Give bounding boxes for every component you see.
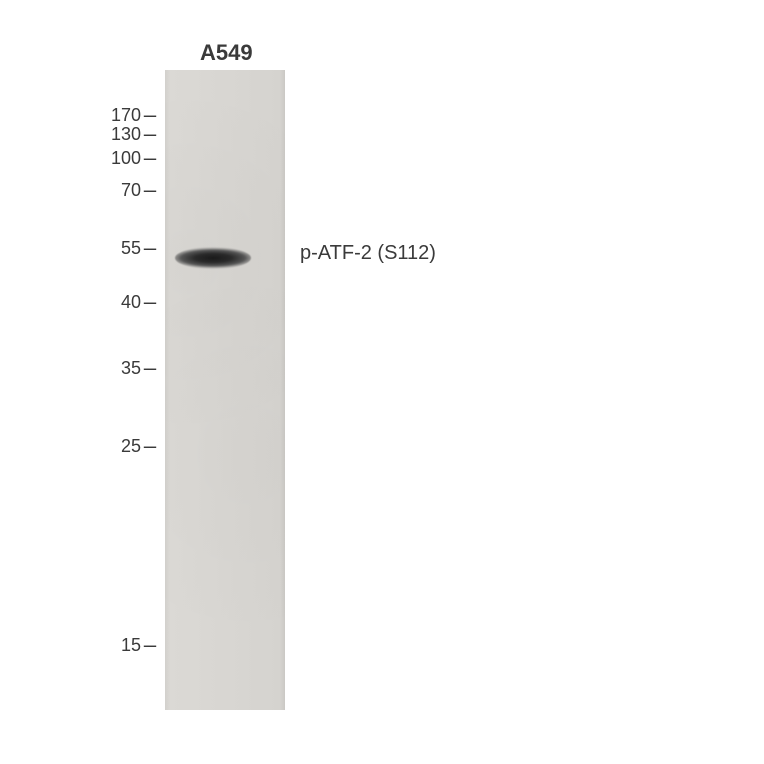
molecular-weight-ladder: 170 --- 130 --- 100 --- 70 --- 55 --- 40… <box>80 70 155 710</box>
marker-170: 170 --- <box>111 105 155 126</box>
marker-40: 40 --- <box>121 292 155 313</box>
marker-tick: --- <box>143 358 155 379</box>
blot-lane <box>165 70 285 710</box>
western-blot: A549 170 --- 130 --- 100 --- 70 --- 55 -… <box>80 40 680 740</box>
band-annotation: p-ATF-2 (S112) <box>300 242 436 265</box>
marker-15: 15 --- <box>121 635 155 656</box>
protein-band <box>175 247 251 269</box>
marker-label: 25 <box>121 436 141 457</box>
marker-tick: --- <box>143 292 155 313</box>
marker-label: 40 <box>121 292 141 313</box>
marker-100: 100 --- <box>111 148 155 169</box>
marker-label: 170 <box>111 105 141 126</box>
marker-label: 70 <box>121 180 141 201</box>
marker-label: 35 <box>121 358 141 379</box>
marker-tick: --- <box>143 635 155 656</box>
marker-tick: --- <box>143 180 155 201</box>
marker-130: 130 --- <box>111 124 155 145</box>
marker-tick: --- <box>143 148 155 169</box>
lane-label: A549 <box>200 40 253 66</box>
marker-tick: --- <box>143 124 155 145</box>
marker-55: 55 --- <box>121 238 155 259</box>
marker-25: 25 --- <box>121 436 155 457</box>
marker-tick: --- <box>143 436 155 457</box>
marker-tick: --- <box>143 238 155 259</box>
marker-label: 100 <box>111 148 141 169</box>
marker-70: 70 --- <box>121 180 155 201</box>
marker-35: 35 --- <box>121 358 155 379</box>
marker-tick: --- <box>143 105 155 126</box>
marker-label: 55 <box>121 238 141 259</box>
marker-label: 15 <box>121 635 141 656</box>
marker-label: 130 <box>111 124 141 145</box>
